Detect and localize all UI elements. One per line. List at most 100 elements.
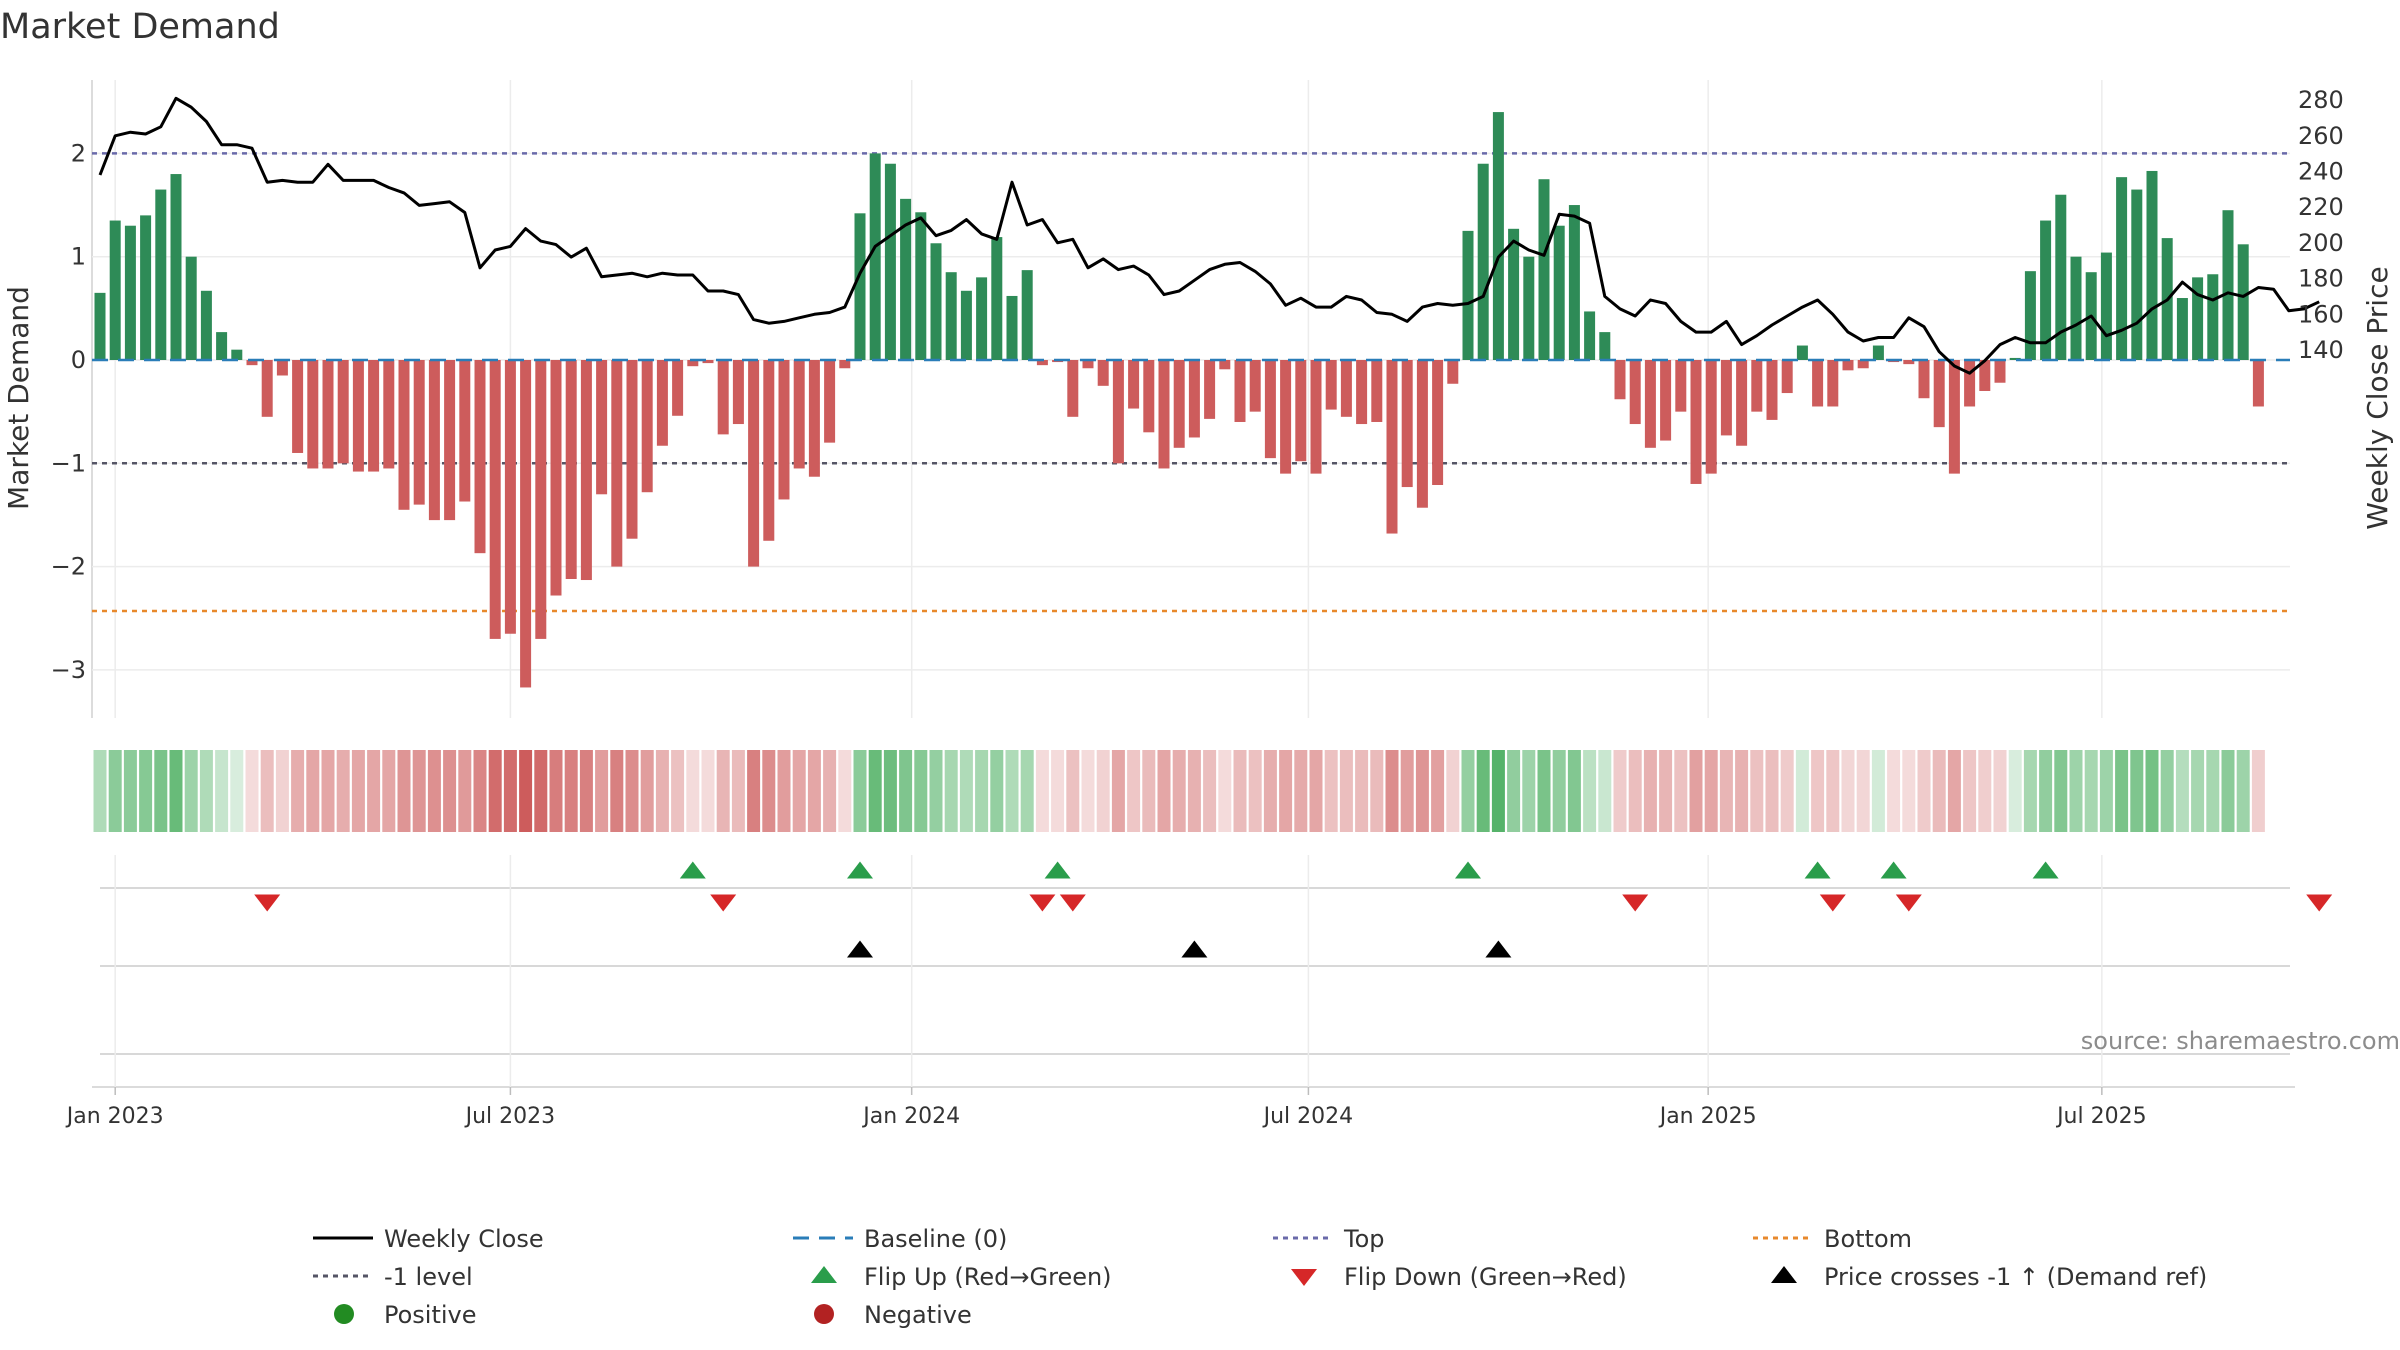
strip-cell — [1157, 750, 1171, 832]
flip-down-marker — [710, 894, 737, 912]
demand-bar — [900, 198, 912, 360]
strip-cell — [1978, 750, 1992, 832]
demand-bar — [702, 360, 714, 364]
demand-bar — [1827, 360, 1839, 407]
flip-up-marker — [847, 861, 873, 879]
demand-bar — [550, 360, 562, 596]
demand-bar — [1006, 295, 1018, 360]
legend-flip-up: Flip Up (Red→Green) — [864, 1263, 1112, 1291]
x-tick-label: Jan 2025 — [1658, 1104, 1757, 1129]
strip-cell — [731, 750, 745, 832]
y-tick-label: 0 — [71, 346, 86, 374]
demand-bar — [1994, 360, 2006, 383]
demand-bar — [672, 360, 684, 416]
demand-bar — [732, 360, 744, 425]
demand-bar — [976, 277, 988, 360]
demand-bar — [2252, 360, 2264, 407]
demand-bar — [1644, 360, 1656, 448]
y-tick-label: −1 — [51, 449, 86, 477]
demand-bar — [2116, 177, 2128, 360]
demand-bar — [1812, 360, 1824, 407]
demand-bar — [2100, 252, 2112, 360]
strip-cell — [1902, 750, 1916, 832]
y2-tick-label: 260 — [2298, 122, 2344, 150]
demand-bar — [2237, 244, 2249, 360]
demand-bar — [292, 360, 304, 453]
demand-bar — [1447, 360, 1459, 384]
strip-cell — [427, 750, 441, 832]
demand-bar — [687, 360, 699, 367]
legend-negative: Negative — [864, 1301, 972, 1329]
strip-cell — [1583, 750, 1597, 832]
flip-down-marker — [1059, 894, 1086, 912]
demand-bar — [1173, 360, 1185, 448]
strip-cell — [883, 750, 897, 832]
demand-bar — [1568, 205, 1580, 360]
strip-cell — [1142, 750, 1156, 832]
legend-positive: Positive — [384, 1301, 477, 1329]
strip-cell — [686, 750, 700, 832]
strip-cell — [2039, 750, 2053, 832]
demand-bar — [1857, 360, 1869, 369]
demand-bar — [778, 360, 790, 500]
demand-bar — [1918, 360, 1930, 399]
demand-bar — [307, 360, 319, 469]
strip-cell — [2145, 750, 2159, 832]
demand-bar — [793, 360, 805, 469]
legend-flip-down: Flip Down (Green→Red) — [1344, 1263, 1627, 1291]
demand-bar — [1964, 360, 1976, 407]
strip-cell — [2054, 750, 2068, 832]
demand-bar — [1508, 228, 1520, 360]
strip-cell — [1309, 750, 1323, 832]
demand-bar — [276, 360, 288, 376]
strip-cell — [1005, 750, 1019, 832]
strip-cell — [1127, 750, 1141, 832]
demand-bar — [2146, 170, 2158, 360]
strip-cell — [595, 750, 609, 832]
demand-bar — [1371, 360, 1383, 422]
strip-cell — [2160, 750, 2174, 832]
y2-tick-label: 240 — [2298, 157, 2344, 185]
strip-cell — [701, 750, 715, 832]
flip-up-marker — [679, 861, 706, 879]
strip-cell — [412, 750, 426, 832]
flip-up-marker — [1044, 861, 1071, 879]
strip-cell — [1431, 750, 1445, 832]
price-cross-marker — [847, 940, 873, 958]
strip-cell — [1218, 750, 1232, 832]
demand-bar — [1082, 360, 1094, 369]
strip-cell — [2023, 750, 2037, 832]
strip-cell — [1537, 750, 1551, 832]
strip-cell — [1780, 750, 1794, 832]
demand-bar — [960, 290, 972, 360]
legend-positive-swatch — [334, 1304, 354, 1324]
strip-cell — [610, 750, 624, 832]
strip-cell — [944, 750, 958, 832]
strip-cell — [1081, 750, 1095, 832]
demand-bar — [337, 360, 349, 464]
legend-flip-down-swatch — [1291, 1269, 1317, 1286]
flip-down-marker — [1029, 894, 1056, 912]
demand-bar — [1264, 360, 1276, 459]
demand-bar — [124, 225, 136, 360]
x-gridlines — [114, 80, 2103, 1095]
demand-bar — [1614, 360, 1626, 400]
x-tick-label: Jan 2024 — [861, 1104, 960, 1129]
demand-bar — [170, 174, 182, 360]
strip-cell — [1248, 750, 1262, 832]
flip-down-marker — [1895, 894, 1922, 912]
strip-cell — [1841, 750, 1855, 832]
strip-cell — [792, 750, 806, 832]
demand-bar — [1128, 360, 1140, 409]
demand-bar — [231, 349, 243, 360]
strip-cell — [625, 750, 639, 832]
legend-weekly-close: Weekly Close — [384, 1225, 544, 1253]
strip-cell — [1294, 750, 1308, 832]
strip-cell — [1172, 750, 1186, 832]
strip-cell — [443, 750, 457, 832]
demand-bar — [1295, 360, 1307, 462]
strip-cell — [367, 750, 381, 832]
strip-cell — [914, 750, 928, 832]
demand-bar — [2222, 210, 2234, 360]
demand-bar — [1477, 163, 1489, 360]
